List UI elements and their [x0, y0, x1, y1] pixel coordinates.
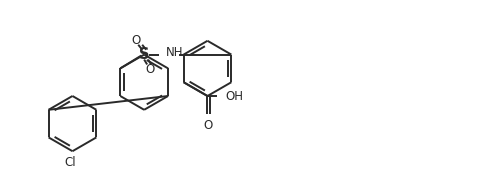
Text: OH: OH: [225, 89, 243, 103]
Text: O: O: [132, 34, 141, 47]
Text: O: O: [146, 63, 155, 76]
Text: O: O: [204, 119, 213, 132]
Text: NH: NH: [166, 46, 183, 59]
Text: S: S: [139, 47, 149, 62]
Text: Cl: Cl: [65, 156, 76, 169]
